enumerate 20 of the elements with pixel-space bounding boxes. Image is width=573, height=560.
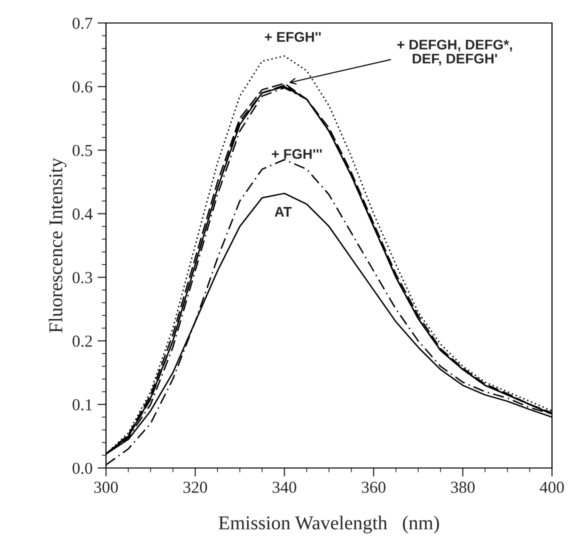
y-axis-title: Fluorescence Intensity (48, 158, 66, 333)
y-tick-label: 0.6 (72, 81, 92, 93)
x-tick-label: 360 (362, 482, 386, 493)
x-tick-label: 380 (451, 482, 475, 493)
y-tick-label: 0.4 (72, 208, 93, 220)
y-tick-label: 0.7 (72, 18, 92, 30)
annotation: + FGH''' (272, 149, 322, 159)
annotation: + EFGH'' (264, 32, 321, 42)
y-tick-label: 0.2 (72, 336, 92, 347)
y-tick-label: 0.3 (72, 272, 92, 284)
annotation: + DEFGH, DEFG*, DEF, DEFGH' (397, 40, 512, 66)
x-tick-label: 400 (540, 482, 564, 493)
x-tick-label: 340 (272, 482, 296, 493)
y-tick-label: 0.5 (72, 144, 92, 156)
x-axis-title: Emission Wavelength (nm) (218, 516, 439, 534)
y-tick-label: 0.0 (72, 462, 92, 474)
annotation: AT (274, 207, 292, 217)
x-tick-label: 300 (94, 482, 118, 493)
y-tick-label: 0.1 (72, 399, 92, 410)
x-tick-label: 320 (183, 482, 208, 493)
